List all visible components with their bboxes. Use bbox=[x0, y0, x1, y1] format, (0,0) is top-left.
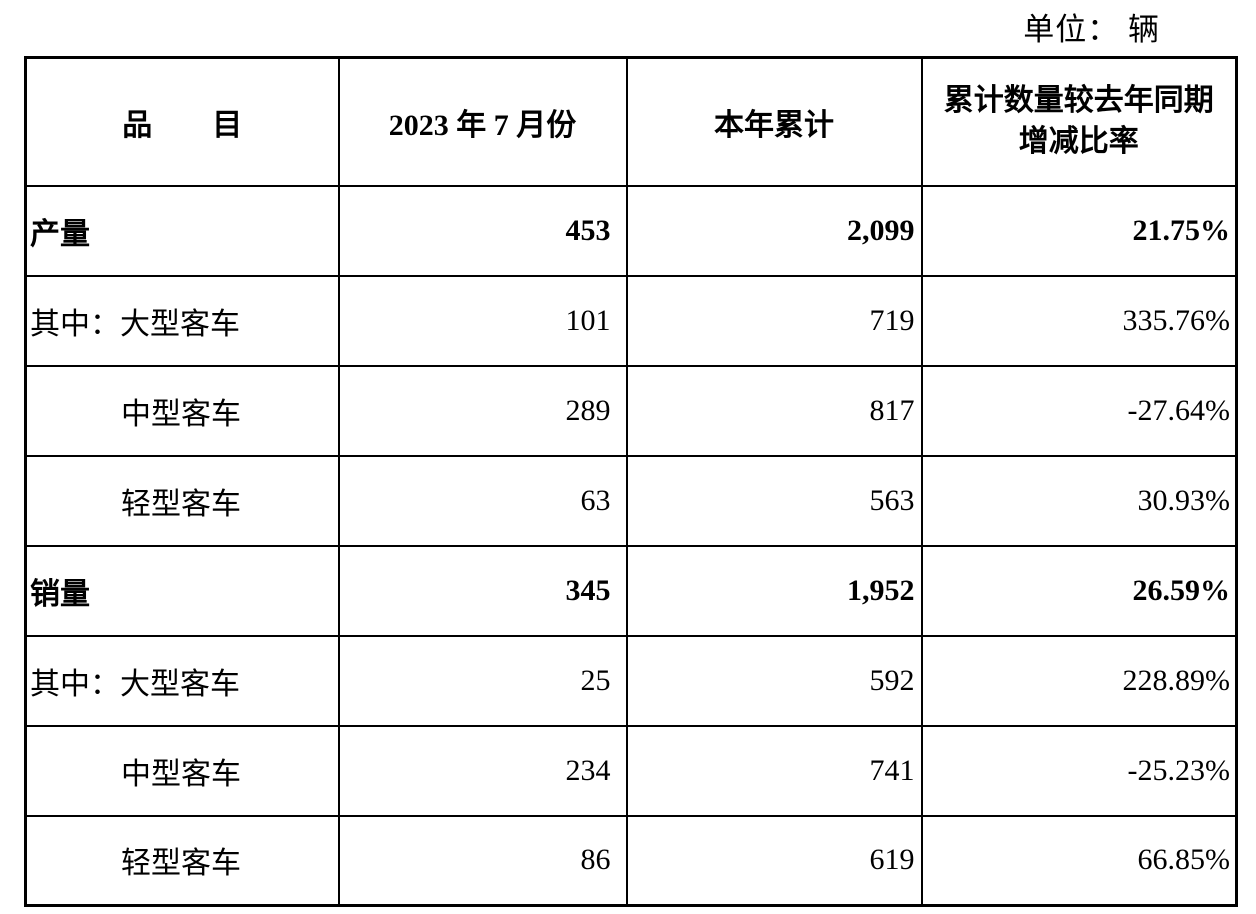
header-category: 品 目 bbox=[24, 56, 340, 187]
cell-yoy: 26.59% bbox=[920, 544, 1238, 637]
cell-ytd: 1,952 bbox=[625, 544, 923, 637]
cell-yoy: 335.76% bbox=[920, 274, 1238, 367]
cell-yoy: 30.93% bbox=[920, 454, 1238, 547]
row-label: 其中：大型客车 bbox=[24, 274, 340, 367]
cell-month: 63 bbox=[337, 454, 628, 547]
table-row-production-medium: 中型客车 289 817 -27.64% bbox=[24, 364, 1238, 457]
header-yoy-ratio: 累计数量较去年同期 增减比率 bbox=[920, 56, 1238, 187]
cell-month: 234 bbox=[337, 724, 628, 817]
cell-yoy: 228.89% bbox=[920, 634, 1238, 727]
cell-ytd: 619 bbox=[625, 814, 923, 907]
table-row-production-large: 其中：大型客车 101 719 335.76% bbox=[24, 274, 1238, 367]
table-row-production-light: 轻型客车 63 563 30.93% bbox=[24, 454, 1238, 547]
row-label: 销量 bbox=[24, 544, 340, 637]
header-row: 品 目 2023 年 7 月份 本年累计 累计数量较去年同期 增减比率 bbox=[24, 56, 1238, 187]
cell-yoy: 66.85% bbox=[920, 814, 1238, 907]
cell-month: 453 bbox=[337, 184, 628, 277]
cell-month: 86 bbox=[337, 814, 628, 907]
table-row-sales-light: 轻型客车 86 619 66.85% bbox=[24, 814, 1238, 907]
cell-yoy: -27.64% bbox=[920, 364, 1238, 457]
cell-month: 101 bbox=[337, 274, 628, 367]
cell-ytd: 719 bbox=[625, 274, 923, 367]
header-month: 2023 年 7 月份 bbox=[337, 56, 628, 187]
cell-month: 289 bbox=[337, 364, 628, 457]
row-label: 轻型客车 bbox=[24, 814, 340, 907]
cell-month: 345 bbox=[337, 544, 628, 637]
cell-yoy: 21.75% bbox=[920, 184, 1238, 277]
production-sales-table: 品 目 2023 年 7 月份 本年累计 累计数量较去年同期 增减比率 产量 4… bbox=[24, 56, 1238, 907]
cell-ytd: 563 bbox=[625, 454, 923, 547]
cell-yoy: -25.23% bbox=[920, 724, 1238, 817]
cell-ytd: 741 bbox=[625, 724, 923, 817]
row-label: 中型客车 bbox=[24, 364, 340, 457]
cell-ytd: 592 bbox=[625, 634, 923, 727]
unit-label: 单位： 辆 bbox=[1023, 12, 1160, 47]
row-label: 产量 bbox=[24, 184, 340, 277]
row-label: 中型客车 bbox=[24, 724, 340, 817]
table-row-sales-large: 其中：大型客车 25 592 228.89% bbox=[24, 634, 1238, 727]
table-row-production-total: 产量 453 2,099 21.75% bbox=[24, 184, 1238, 277]
cell-ytd: 2,099 bbox=[625, 184, 923, 277]
cell-month: 25 bbox=[337, 634, 628, 727]
header-ytd: 本年累计 bbox=[625, 56, 923, 187]
table-row-sales-total: 销量 345 1,952 26.59% bbox=[24, 544, 1238, 637]
row-label: 轻型客车 bbox=[24, 454, 340, 547]
row-label: 其中：大型客车 bbox=[24, 634, 340, 727]
cell-ytd: 817 bbox=[625, 364, 923, 457]
table-row-sales-medium: 中型客车 234 741 -25.23% bbox=[24, 724, 1238, 817]
